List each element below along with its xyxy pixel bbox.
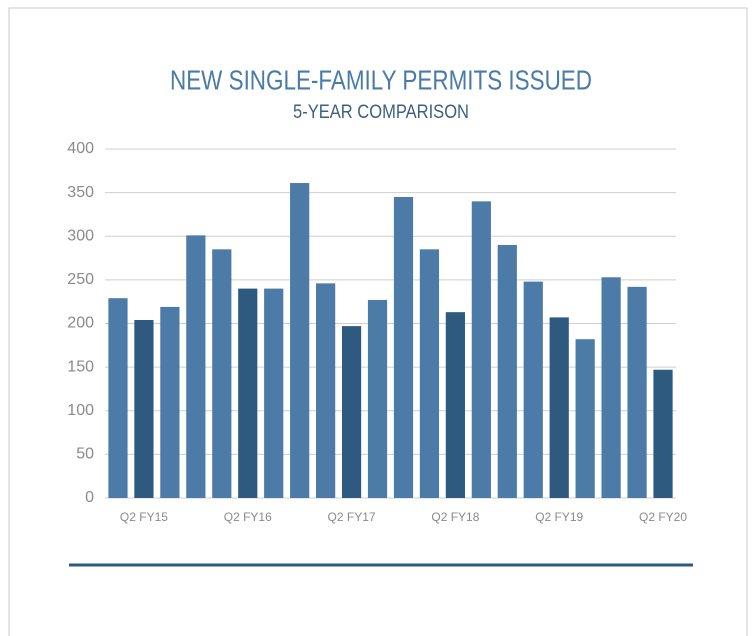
bar [290,183,310,498]
bar [549,317,569,498]
bar [471,201,491,498]
y-tick-label: 400 [67,140,94,157]
y-tick-label: 50 [76,446,94,463]
y-tick-label: 100 [67,402,94,419]
x-tick-label: Q2 FY19 [535,510,583,524]
bar [186,235,206,498]
bar [316,283,336,498]
x-tick-label: Q2 FY16 [224,510,272,524]
bar [108,298,128,498]
chart-subtitle: 5-YEAR COMPARISON [293,102,469,123]
y-tick-label: 0 [85,489,94,506]
bar [601,277,621,498]
chart-title: NEW SINGLE-FAMILY PERMITS ISSUED [170,64,592,95]
bar [575,339,595,498]
bar [238,288,258,498]
bar [393,196,414,499]
bar [523,281,543,498]
bar [497,244,517,498]
y-tick-label: 350 [67,184,94,201]
y-tick-label: 250 [67,271,94,288]
bar [264,288,284,498]
bar [627,286,647,498]
x-tick-label: Q2 FY20 [639,510,687,524]
x-tick-label: Q2 FY18 [431,510,479,524]
x-tick-label: Q2 FY15 [120,510,168,524]
bar [341,326,362,498]
y-tick-label: 150 [67,358,94,375]
bar [160,306,180,498]
x-tick-label: Q2 FY17 [328,510,376,524]
bar [212,249,232,498]
bar [419,249,440,498]
bar [134,320,154,498]
y-tick-label: 300 [67,227,94,244]
bar [445,312,465,498]
bar [367,299,388,498]
bar [653,369,673,498]
y-tick-label: 200 [67,315,94,332]
